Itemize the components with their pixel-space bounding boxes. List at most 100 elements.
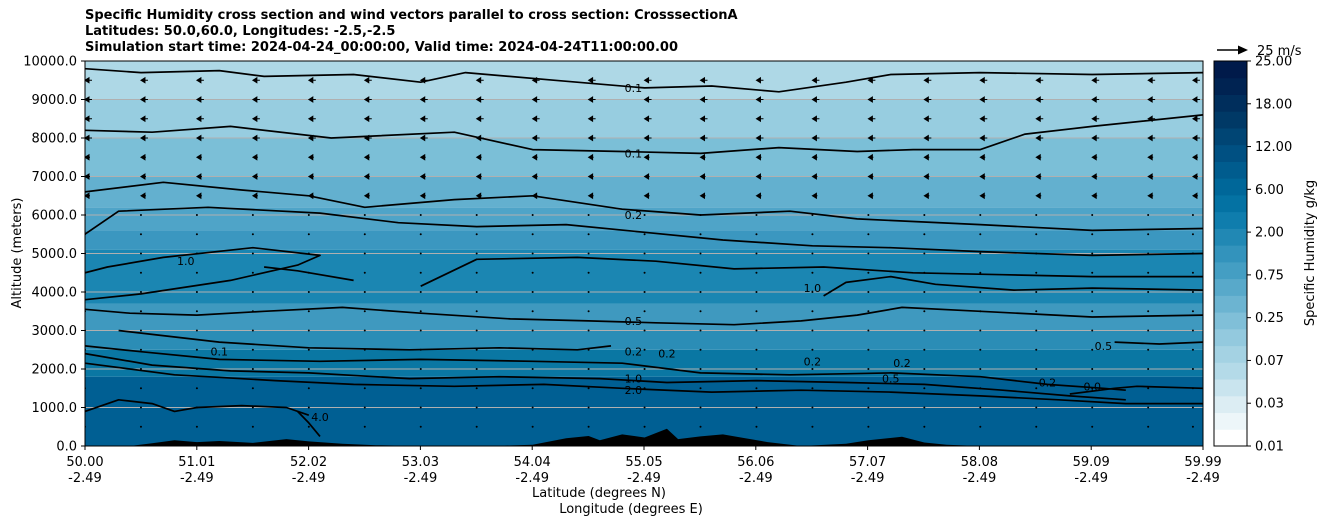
wind-dot <box>363 425 366 428</box>
wind-arrow <box>1191 96 1200 103</box>
wind-arrow <box>363 153 370 161</box>
wind-dot <box>475 233 478 236</box>
wind-arrow <box>307 134 316 142</box>
x-axis-label-lat: Latitude (degrees N) <box>532 486 666 501</box>
wind-arrow <box>1147 192 1154 200</box>
wind-arrow <box>85 76 92 84</box>
wind-arrow <box>195 134 204 142</box>
wind-dot <box>1091 406 1094 409</box>
wind-dot <box>419 329 422 332</box>
wind-dot <box>307 406 310 409</box>
wind-dot <box>1035 233 1038 236</box>
wind-dot <box>755 310 758 313</box>
wind-arrow <box>307 115 316 123</box>
wind-dot <box>139 310 142 313</box>
wind-arrow <box>140 153 146 161</box>
wind-dot <box>587 368 590 370</box>
wind-arrow <box>699 115 708 123</box>
wind-dot <box>699 214 702 216</box>
wind-arrow <box>755 134 764 142</box>
wind-arrow <box>1147 76 1156 84</box>
wind-dot <box>195 233 198 236</box>
wind-arrow <box>307 76 316 84</box>
wind-arrow <box>867 115 876 123</box>
wind-dot <box>1147 252 1150 255</box>
wind-dot <box>363 233 366 236</box>
wind-dot <box>251 214 254 216</box>
wind-dot <box>1035 387 1038 390</box>
wind-dot <box>363 214 366 216</box>
wind-dot <box>419 214 422 216</box>
wind-arrow <box>85 153 90 161</box>
terrain-shape <box>85 428 1203 446</box>
wind-dot <box>251 233 254 236</box>
wind-arrow <box>811 115 820 123</box>
wind-dot <box>139 233 142 236</box>
wind-arrow <box>140 173 146 180</box>
wind-dot <box>923 291 926 293</box>
wind-dot <box>419 348 422 351</box>
contour-label: 0.1 <box>211 346 229 359</box>
wind-dot <box>867 252 870 255</box>
wind-dot <box>643 252 646 255</box>
wind-dot <box>643 329 646 332</box>
wind-arrow <box>140 115 148 123</box>
colorbar-tick-label: 25.00 <box>1255 55 1292 70</box>
wind-dot <box>643 310 646 313</box>
wind-dot <box>475 291 478 293</box>
wind-dot <box>867 387 870 390</box>
wind-dot <box>363 252 366 255</box>
wind-dot <box>699 368 702 370</box>
wind-arrow <box>811 173 818 180</box>
wind-dot <box>531 252 534 255</box>
wind-arrow <box>811 192 818 200</box>
wind-arrow <box>475 153 482 161</box>
wind-dot <box>979 252 982 255</box>
contour-line-0.1 <box>85 114 1203 155</box>
wind-arrow <box>475 192 482 200</box>
y-tick-label: 8000.0 <box>32 132 78 147</box>
wind-dot <box>195 368 198 370</box>
wind-dot <box>1191 425 1194 428</box>
contour-line-4.0 <box>296 410 321 437</box>
wind-arrow <box>251 192 258 200</box>
y-tick-label: 6000.0 <box>32 209 78 224</box>
contour-line-0.5 <box>85 246 321 301</box>
wind-dot <box>251 291 254 293</box>
wind-dot <box>1191 252 1194 255</box>
wind-arrow <box>419 76 428 84</box>
wind-arrow <box>140 134 148 142</box>
colorbar-tick-label: 6.00 <box>1255 183 1284 198</box>
wind-dot <box>811 233 814 236</box>
wind-dot <box>867 348 870 351</box>
wind-dot <box>1147 425 1150 428</box>
wind-dot <box>475 368 478 370</box>
wind-arrow <box>699 76 708 84</box>
wind-arrow <box>85 96 92 103</box>
wind-dot <box>643 406 646 409</box>
wind-dot <box>1147 214 1150 216</box>
wind-dot <box>699 387 702 390</box>
wind-arrow <box>1191 115 1200 123</box>
wind-arrow <box>979 76 988 84</box>
wind-dot <box>755 271 758 274</box>
wind-dot <box>139 271 142 274</box>
wind-arrow <box>307 192 314 200</box>
wind-arrow <box>1035 192 1042 200</box>
colorbar-tick-label: 0.03 <box>1255 397 1284 412</box>
wind-dot <box>363 271 366 274</box>
quiver-key-arrowhead <box>1238 45 1248 55</box>
wind-arrow <box>755 173 762 180</box>
wind-dot <box>1091 310 1094 313</box>
wind-dot <box>251 348 254 351</box>
wind-arrow <box>363 134 372 142</box>
wind-dot <box>587 425 590 428</box>
wind-dot <box>1035 214 1038 216</box>
wind-arrow <box>531 173 538 180</box>
wind-dot <box>419 368 422 370</box>
wind-dot <box>195 214 198 216</box>
contour-label: 0.2 <box>1039 376 1057 389</box>
wind-arrow <box>699 153 706 161</box>
wind-arrow <box>587 76 596 84</box>
wind-dot <box>755 348 758 351</box>
